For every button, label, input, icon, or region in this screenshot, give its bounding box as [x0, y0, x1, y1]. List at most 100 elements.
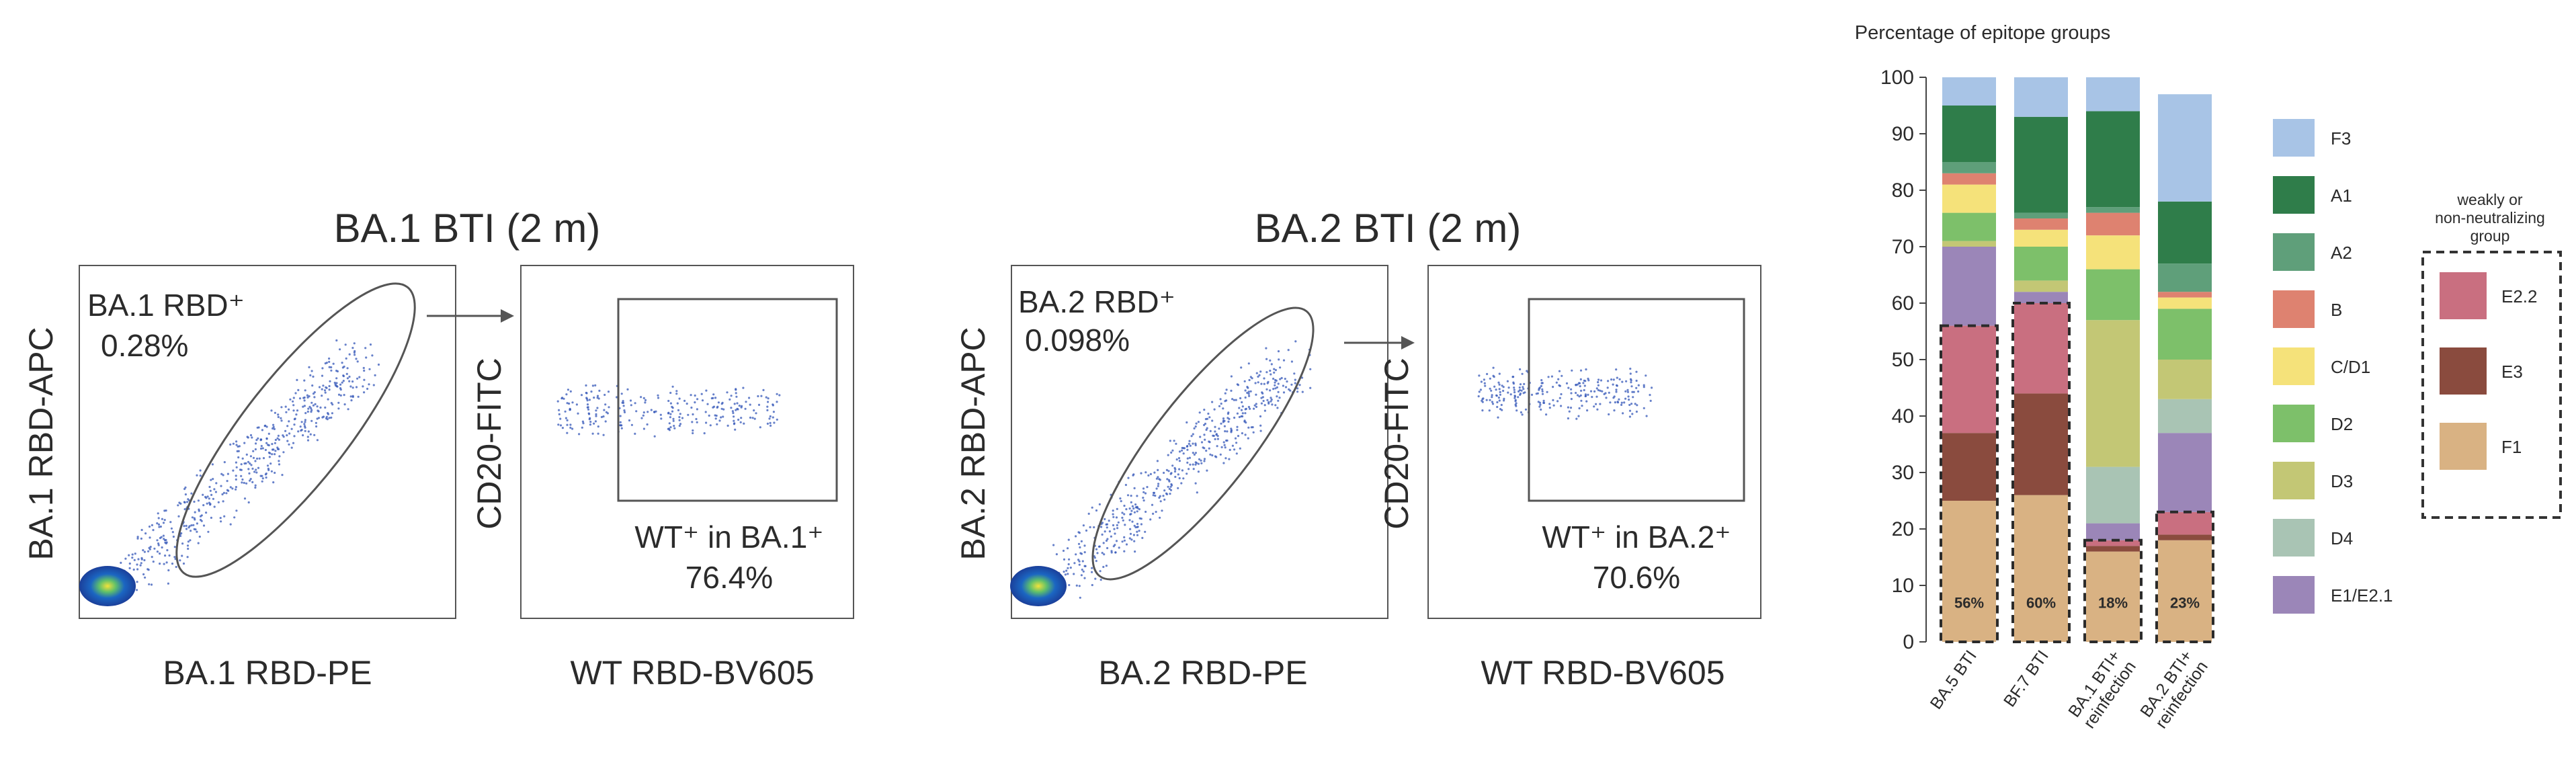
scatter-dot [1171, 484, 1173, 487]
scatter-dots [1041, 340, 1312, 599]
scatter-dot [261, 447, 264, 450]
scatter-dot [1277, 350, 1280, 353]
scatter-dot [1628, 409, 1632, 412]
scatter-dot [220, 520, 222, 523]
scatter-dot [238, 445, 241, 448]
y-tick-label: 80 [1892, 179, 1914, 202]
scatter-dot [304, 429, 306, 432]
scatter-dot [309, 374, 312, 377]
scatter-dot [692, 431, 694, 435]
scatter-dot [753, 409, 755, 412]
scatter-dot [1123, 504, 1126, 507]
legend-label: B [2331, 300, 2342, 320]
scatter-dot [274, 453, 276, 456]
scatter-dot [161, 518, 163, 520]
scatter-dot [369, 343, 372, 346]
scatter-dot [220, 485, 222, 487]
scatter-dot [1216, 435, 1219, 438]
scatter-dot [1186, 461, 1189, 464]
scatter-dot [136, 581, 138, 583]
scatter-dot [677, 409, 680, 411]
scatter-dot [1198, 411, 1201, 414]
scatter-dot [197, 542, 200, 544]
scatter-dot [1169, 440, 1171, 442]
scatter-dot [310, 409, 313, 411]
scatter-dot [1490, 389, 1493, 392]
scatter-dot [1178, 477, 1181, 480]
scatter-dot [267, 444, 269, 446]
scatter-dot [1255, 405, 1258, 409]
group-outline [2083, 538, 2143, 643]
scatter-dot [253, 470, 256, 473]
scatter-dot [1265, 358, 1268, 360]
scatter-dot [1227, 417, 1229, 419]
scatter-dot [704, 411, 707, 413]
scatter-dot [1141, 536, 1144, 540]
scatter-dot [1628, 403, 1631, 407]
scatter-dot [330, 366, 333, 369]
scatter-dot [1101, 522, 1104, 524]
scatter-dot [1556, 400, 1559, 403]
scatter-dot [270, 470, 273, 472]
scatter-dot [248, 472, 251, 475]
scatter-dot [239, 468, 242, 471]
scatter-dot [1277, 390, 1280, 393]
scatter-dot [1546, 390, 1548, 393]
scatter-dot [673, 425, 675, 427]
scatter-dot [1279, 378, 1282, 380]
scatter-dot [594, 420, 597, 423]
scatter-dot [1552, 399, 1554, 402]
scatter-dot [569, 407, 571, 411]
scatter-dot [1596, 408, 1599, 411]
scatter-dot [1495, 395, 1498, 397]
gate-value: 70.6% [1593, 560, 1680, 595]
scatter-dot [194, 511, 196, 513]
scatter-dot [1239, 397, 1242, 400]
scatter-dot [558, 413, 560, 416]
scatter-dot [205, 497, 208, 499]
scatter-dot [642, 414, 645, 417]
scatter-dot [366, 387, 369, 390]
scatter-dot [1482, 397, 1485, 400]
scatter-dot [189, 539, 192, 542]
scatter-dot [355, 358, 358, 360]
scatter-dot [1233, 399, 1235, 401]
scatter-dot [748, 397, 751, 399]
scatter-dot [733, 419, 735, 422]
scatter-dot [1131, 505, 1134, 507]
scatter-dot [1643, 386, 1645, 388]
scatter-dot [181, 554, 183, 557]
scatter-dot [1615, 388, 1618, 391]
scatter-dot [1593, 390, 1596, 393]
scatter-dot [357, 395, 360, 398]
scatter-dot [310, 370, 313, 372]
scatter-dot [1241, 412, 1244, 415]
scatter-dot [1079, 546, 1081, 549]
scatter-dot [1219, 398, 1222, 401]
scatter-dot [231, 487, 234, 490]
scatter-dot [321, 367, 324, 370]
scatter-dot [1216, 438, 1219, 440]
scatter-dot [362, 366, 365, 370]
scatter-dot [1175, 458, 1178, 461]
scatter-dot [1118, 546, 1120, 549]
scatter-dot [1149, 518, 1152, 521]
scatter-dot [1169, 472, 1172, 475]
scatter-dot [1110, 551, 1113, 554]
legend-swatch [2273, 347, 2315, 385]
scatter-dot [265, 425, 268, 428]
scatter-dot [288, 408, 290, 411]
scatter-dot [606, 412, 610, 415]
scatter-dot [733, 423, 735, 425]
scatter-dot [319, 406, 322, 409]
scatter-dot [1186, 448, 1189, 451]
scatter-dot [1165, 493, 1169, 496]
bar-segment-f1 [2086, 551, 2140, 642]
scatter-dot [1222, 417, 1225, 420]
scatter-dots [556, 384, 781, 438]
scatter-dot [739, 421, 742, 423]
scatter-dot [153, 547, 156, 550]
scatter-dot [190, 530, 192, 532]
scatter-dot [732, 411, 735, 415]
